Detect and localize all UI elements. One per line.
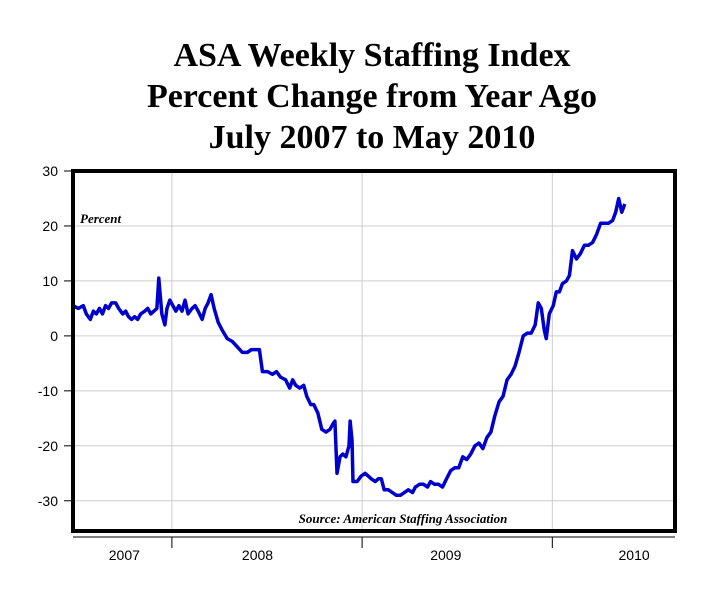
plot-frame (71, 169, 677, 533)
y-axis-label: Percent (80, 211, 122, 226)
y-tick-label: 0 (50, 328, 58, 344)
x-tick-label: 2010 (619, 547, 650, 563)
y-tick-label: -30 (38, 493, 58, 509)
x-tick-label: 2009 (430, 547, 461, 563)
x-tick-label: 2008 (242, 547, 273, 563)
chart-title: Percent Change from Year Ago (147, 78, 597, 115)
y-tick-label: 20 (42, 218, 58, 234)
source-note: Source: American Staffing Association (299, 511, 508, 526)
y-tick-label: 10 (42, 273, 58, 289)
y-tick-label: 30 (42, 163, 58, 179)
y-tick-label: -20 (38, 438, 58, 454)
plot (72, 196, 627, 498)
grid (64, 170, 675, 548)
chart-title: July 2007 to May 2010 (209, 119, 536, 156)
data-line (72, 196, 627, 498)
x-tick-label: 2007 (109, 547, 140, 563)
y-tick-label: -10 (38, 383, 58, 399)
chart-title: ASA Weekly Staffing Index (173, 37, 570, 74)
